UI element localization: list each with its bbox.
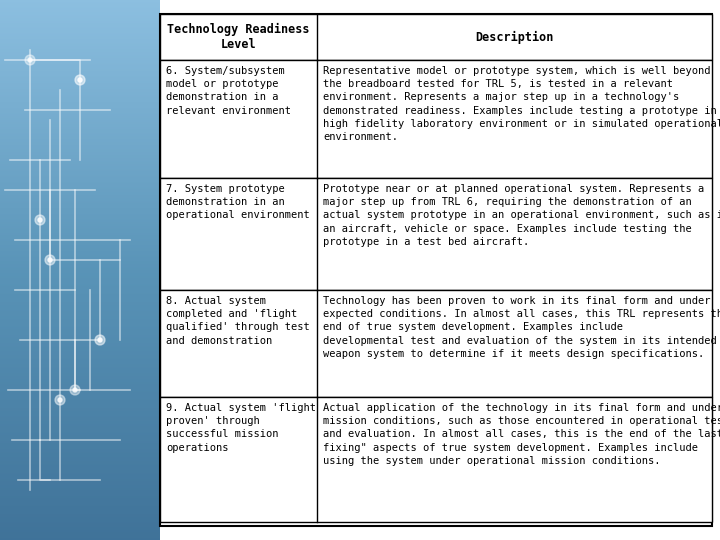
Text: 8. Actual system
completed and 'flight
qualified' through test
and demonstration: 8. Actual system completed and 'flight q… [166,296,310,346]
Circle shape [58,398,62,402]
Circle shape [25,55,35,65]
Circle shape [98,338,102,342]
Bar [160,397,712,522]
Bar [160,290,712,397]
Bar [160,14,712,526]
Circle shape [45,255,55,265]
Bar [160,60,712,178]
Text: Description: Description [475,30,554,44]
Text: Technology has been proven to work in its final form and under
expected conditio: Technology has been proven to work in it… [323,296,720,359]
Bar [160,178,712,290]
Circle shape [35,215,45,225]
Circle shape [38,218,42,222]
Text: 7. System prototype
demonstration in an
operational environment: 7. System prototype demonstration in an … [166,184,310,220]
Text: Representative model or prototype system, which is well beyond
the breadboard te: Representative model or prototype system… [323,66,720,142]
Circle shape [95,335,105,345]
Text: 9. Actual system 'flight
proven' through
successful mission
operations: 9. Actual system 'flight proven' through… [166,403,316,453]
Text: 6. System/subsystem
model or prototype
demonstration in a
relevant environment: 6. System/subsystem model or prototype d… [166,66,291,116]
Circle shape [75,75,85,85]
Circle shape [78,78,82,82]
Circle shape [28,58,32,62]
Text: Actual application of the technology in its final form and under
mission conditi: Actual application of the technology in … [323,403,720,466]
Circle shape [70,385,80,395]
Text: Prototype near or at planned operational system. Represents a
major step up from: Prototype near or at planned operational… [323,184,720,247]
Circle shape [73,388,77,392]
Circle shape [48,258,52,262]
Text: Technology Readiness
Level: Technology Readiness Level [167,23,310,51]
Bar [160,14,712,60]
Circle shape [55,395,65,405]
